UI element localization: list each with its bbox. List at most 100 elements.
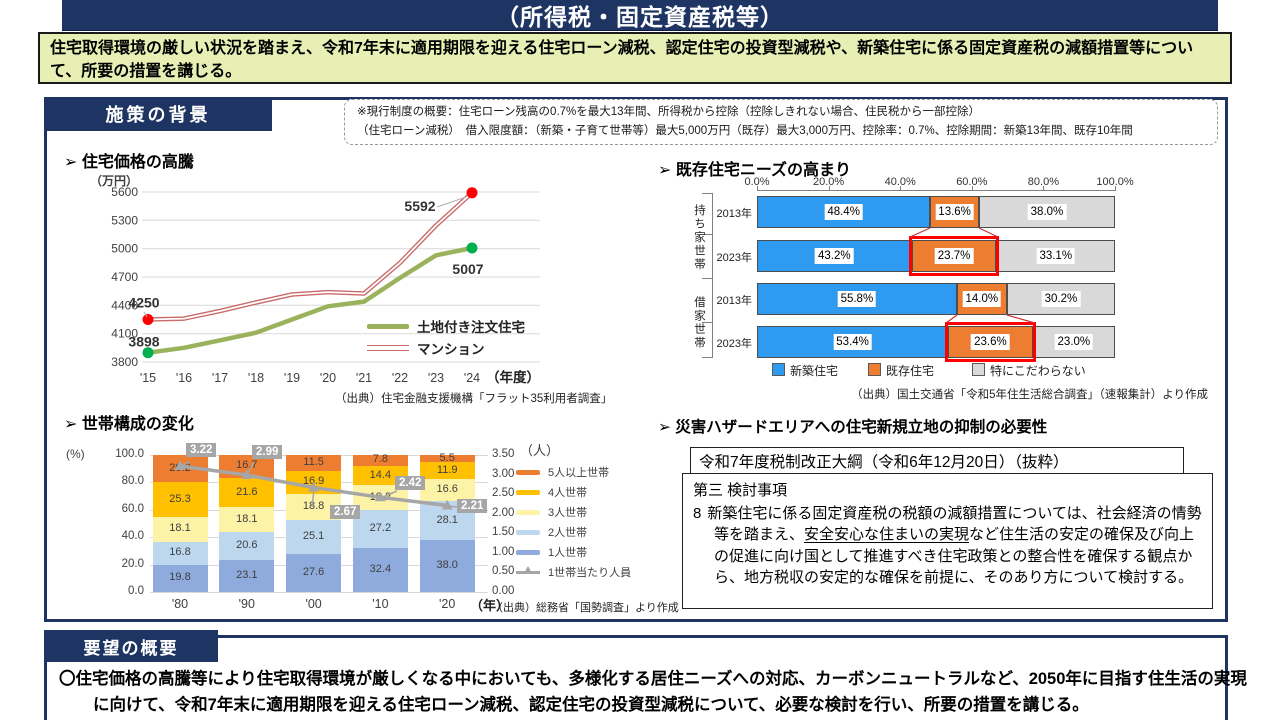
note-line-1: ※現行制度の概要：住宅ローン残高の0.7%を最大13年間、所得税から控除（控除し… [357, 106, 981, 118]
bar-segment [352, 455, 408, 466]
y-tick-label: 20.0 [121, 557, 144, 570]
price-chart-title: ➢ 住宅価格の高騰 [64, 154, 194, 171]
label-axis-tick [702, 234, 712, 235]
legend-label: 新築住宅 [790, 364, 839, 378]
label-leader-line [143, 311, 148, 318]
y-tick-label: 5600 [111, 185, 138, 199]
legend-swatch-icon [516, 490, 540, 495]
triangle-marker [308, 481, 320, 492]
bar-value-label: 48.4% [824, 204, 863, 220]
y-tick-label: 100.0 [115, 448, 144, 460]
label-axis-tick [702, 322, 712, 323]
bar-segment [419, 478, 475, 502]
bar-value-label: 16.9 [302, 475, 325, 488]
axis-tick [900, 186, 902, 191]
x-tick-label: '20 [320, 371, 336, 385]
bar-value-label: 33.1% [1036, 248, 1076, 264]
bar-value-label: 11.9 [436, 463, 458, 476]
bar-value-label: 18.1 [169, 522, 191, 535]
bar-value-label: 7.8 [372, 453, 389, 466]
group-label: 持ち家世帯 [693, 204, 705, 272]
x-tick-label: 100.0% [1096, 176, 1134, 188]
axis-tick [828, 186, 830, 191]
y2-tick-label: 1.00 [492, 545, 515, 558]
note-line-2: （住宅ローン減税） 借入限度額：（新築・子育て世帯等）最大5,000万円（既存）… [357, 125, 1133, 137]
axis-tick [971, 186, 973, 191]
triangle-marker [374, 491, 386, 502]
legend-swatch-icon [972, 363, 985, 376]
triangle-marker [174, 460, 186, 470]
y-tick-label: 60.0 [121, 502, 144, 515]
bar-segment [286, 554, 342, 592]
data-point-marker [142, 347, 154, 359]
legend-label: 4人世帯 [548, 487, 588, 499]
x-tick-label: '80 [171, 597, 189, 611]
bar-segment [286, 519, 342, 555]
y-tick-label: 4400 [111, 298, 138, 312]
item-text-post: など住生活の安定の確保及び向上の促進に向け国として推進すべき住宅政策との整合性を… [714, 526, 1195, 586]
tax-outline-body-box: 第三 検討事項 8 新築住宅に係る固定資産税の税額の減額措置については、社会経済の… [682, 473, 1213, 609]
x-tick-label: '00 [305, 597, 322, 611]
bar-value-label: 19.8 [169, 571, 191, 584]
y2-tick-label: 2.50 [492, 487, 515, 500]
bar-segment [352, 465, 408, 486]
bar-segment [219, 507, 275, 533]
title-bar: （所得税・固定資産税等） [62, 0, 1218, 31]
price-chart-canvas: 3800 4100 4400 4700 5000 5300 5600 '15 '16 '17 '18… [111, 185, 540, 385]
bar-value-label: 38.0% [1027, 204, 1067, 220]
household-line-plot [140, 440, 540, 620]
y-tick-label: 4700 [111, 270, 138, 284]
household-right-unit: （人） [520, 443, 560, 458]
legend-label: 2人世帯 [548, 527, 588, 539]
x-tick-label: '22 [392, 371, 408, 385]
bar-value-label: 14.4 [369, 468, 392, 481]
bar-value-label: 18.1 [236, 512, 258, 525]
x-tick-label: '17 [212, 371, 228, 385]
grid-line [150, 592, 488, 593]
legend-swatch-icon [516, 530, 540, 535]
row-year-label: 2023年 [716, 252, 752, 264]
bar-value-label: 23.6% [971, 334, 1010, 350]
y2-tick-label: 2.00 [492, 506, 515, 519]
item-number: 8 [693, 504, 702, 522]
bar-value-label: 55.8% [837, 291, 877, 307]
data-point-marker [466, 242, 478, 254]
bar-value-label: 27.6 [302, 566, 325, 579]
bar-value-label: 5.5 [439, 451, 455, 464]
bar-segment [419, 462, 475, 479]
price-chart-y-unit: （万円） [90, 174, 139, 188]
price-legend-item-mansion: マンション [367, 338, 485, 358]
legend-label: 既存住宅 [886, 364, 935, 378]
y-tick-label: 0.0 [128, 585, 144, 597]
bar-value-label: 16.6 [436, 483, 458, 496]
bar-value-label: 32.4 [369, 562, 392, 575]
bar-value-label: 25.1 [302, 529, 325, 542]
bar-value-label: 16.8 [169, 546, 191, 559]
legend-swatch-icon [772, 363, 785, 376]
label-leader-line [311, 489, 315, 508]
bar-value-label: 53.4% [833, 334, 872, 350]
item-text-underlined: 安全安心な住まいの実現 [804, 526, 970, 543]
price-chart-plot: 3800 4100 4400 4700 5000 5300 5600 '15 '16 '17 '18… [95, 185, 555, 399]
bar-value-label: 25.3 [169, 492, 191, 505]
household-x-unit: （年） [470, 598, 510, 613]
needs-chart-title: ➢ 既存住宅ニーズの高まり [658, 162, 852, 179]
triangle-marker [241, 469, 253, 479]
bar-value-label: 11.5 [303, 456, 324, 468]
row-year-label: 2023年 [716, 338, 752, 350]
axis-tick [1043, 186, 1045, 191]
axis-tick [757, 186, 758, 191]
bar-segment [219, 560, 275, 592]
bar-value-label: 43.2% [815, 248, 854, 264]
data-point-label: 5007 [452, 261, 483, 277]
bar-value-label: 18.8 [302, 499, 325, 512]
request-section-header: 要望の概要 [83, 638, 179, 658]
request-text: 〇住宅価格の高騰等により住宅取得環境が厳しくなる中においても、多様化する居住ニー… [59, 670, 1247, 714]
legend-label: 1世帯当たり人員 [548, 567, 632, 579]
bar-segment [219, 532, 275, 561]
request-section-box: 〇住宅価格の高騰等により住宅取得環境が厳しくなる中においても、多様化する居住ニー… [44, 635, 1247, 720]
x-tick-label: '23 [428, 371, 444, 385]
current-system-note: ※現行制度の概要：住宅ローン残高の0.7%を最大13年間、所得税から控除（控除し… [344, 99, 1218, 145]
y2-tick-label: 3.00 [492, 467, 515, 480]
data-point-label: 5592 [404, 198, 435, 214]
